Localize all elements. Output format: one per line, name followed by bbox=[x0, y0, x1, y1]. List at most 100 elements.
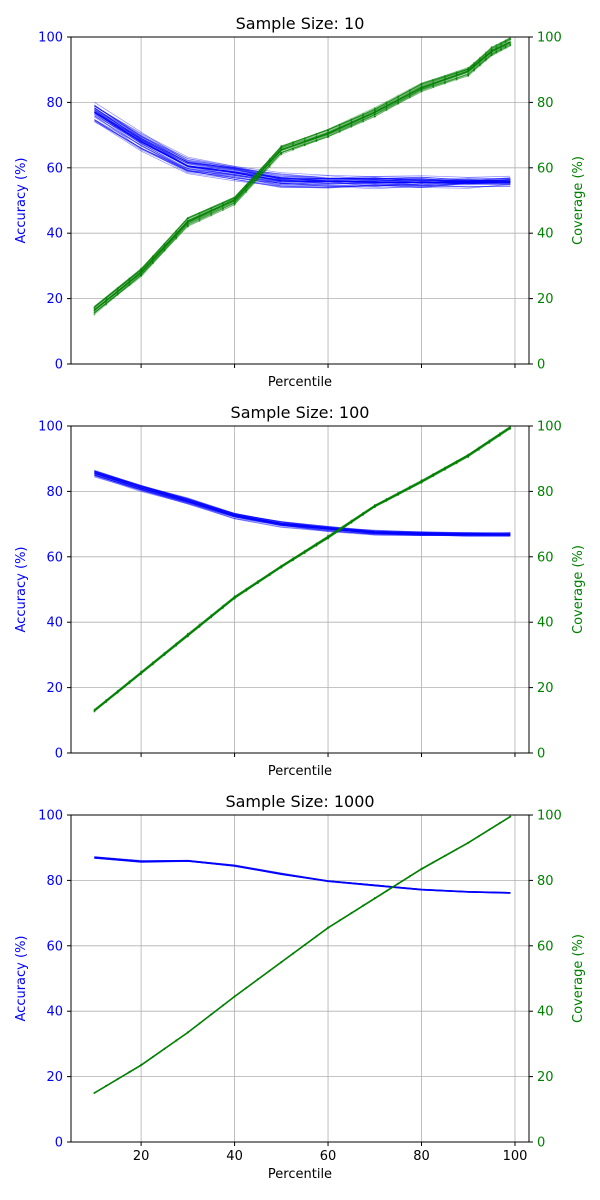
series-run-line bbox=[94, 426, 511, 711]
series-run-line bbox=[94, 428, 511, 712]
series-marker bbox=[198, 218, 201, 221]
series-marker bbox=[280, 153, 283, 156]
series-marker bbox=[495, 46, 498, 48]
y-right-tick-label: 40 bbox=[537, 227, 554, 242]
chart-title: Sample Size: 100 bbox=[231, 403, 370, 422]
series-marker bbox=[315, 139, 318, 142]
y-left-tick-label: 100 bbox=[38, 31, 63, 46]
series-marker bbox=[479, 63, 481, 66]
series-marker bbox=[473, 68, 475, 71]
series-marker bbox=[186, 223, 189, 226]
series-run-line bbox=[94, 115, 511, 188]
series-run-line bbox=[94, 816, 511, 1093]
series-run-line bbox=[94, 857, 511, 894]
y-right-tick-label: 60 bbox=[537, 939, 554, 954]
y-left-tick-label: 40 bbox=[46, 1005, 63, 1020]
series-mean-line bbox=[93, 815, 511, 1094]
series-marker bbox=[350, 124, 353, 127]
series-run-line bbox=[94, 110, 511, 184]
series-run-line bbox=[94, 470, 511, 535]
x-tick-label: 20 bbox=[133, 1149, 150, 1164]
y-left-tick-label: 0 bbox=[55, 358, 63, 373]
series-run-line bbox=[94, 857, 511, 894]
series-run-line bbox=[94, 119, 511, 188]
series-marker bbox=[175, 230, 178, 233]
series-run-line bbox=[94, 475, 511, 537]
series-marker bbox=[467, 75, 470, 77]
y-right-tick-label: 20 bbox=[537, 292, 554, 307]
y-right-tick-label: 60 bbox=[537, 161, 554, 176]
series-marker bbox=[222, 209, 224, 212]
chart-title: Sample Size: 10 bbox=[236, 14, 365, 33]
series-run-line bbox=[94, 816, 511, 1094]
series-marker bbox=[222, 207, 224, 210]
y-left-tick-label: 60 bbox=[46, 161, 63, 176]
series-marker bbox=[455, 77, 458, 80]
series-run-line bbox=[94, 816, 511, 1094]
series-run-line bbox=[94, 816, 511, 1094]
series-marker bbox=[245, 184, 248, 187]
y-right-tick-label: 80 bbox=[537, 485, 554, 500]
series-marker bbox=[93, 311, 96, 314]
series-run-line bbox=[94, 111, 511, 182]
series-marker bbox=[327, 129, 329, 132]
series-run-line bbox=[94, 107, 511, 182]
series-marker bbox=[373, 113, 376, 116]
y-left-tick-label: 0 bbox=[55, 747, 63, 762]
series-run-line bbox=[94, 469, 511, 534]
series-marker bbox=[385, 107, 388, 110]
series-marker bbox=[509, 43, 512, 45]
series-marker bbox=[500, 41, 502, 44]
series-run-line bbox=[94, 470, 511, 534]
series-marker bbox=[128, 277, 131, 280]
y-right-tick-label: 100 bbox=[537, 809, 562, 824]
series-marker bbox=[495, 44, 498, 46]
series-marker bbox=[432, 85, 435, 88]
series-marker bbox=[444, 75, 446, 77]
series-run-line bbox=[94, 119, 511, 189]
y-left-tick-label: 20 bbox=[46, 292, 63, 307]
y-right-tick-label: 100 bbox=[537, 420, 562, 435]
series-run-line bbox=[94, 107, 511, 183]
series-marker bbox=[140, 267, 143, 270]
y-right-tick-label: 80 bbox=[537, 874, 554, 889]
series-run-line bbox=[94, 427, 511, 711]
series-marker bbox=[455, 78, 458, 81]
series-mean-line bbox=[94, 472, 511, 536]
series-run-line bbox=[94, 119, 511, 189]
series-run-line bbox=[94, 37, 511, 308]
series-marker bbox=[509, 37, 512, 40]
series-marker bbox=[93, 313, 96, 316]
series-run-line bbox=[94, 105, 511, 181]
series-mean-line bbox=[93, 41, 511, 311]
series-marker bbox=[280, 146, 283, 149]
series-run-line bbox=[94, 470, 511, 535]
series-run-line bbox=[94, 427, 511, 711]
series-marker bbox=[268, 166, 271, 168]
series-run-line bbox=[94, 428, 511, 712]
x-tick-label: 40 bbox=[226, 1149, 243, 1164]
series-marker bbox=[292, 141, 294, 143]
x-axis-label: Percentile bbox=[268, 1167, 332, 1182]
series-marker bbox=[484, 51, 487, 54]
series-run-line bbox=[94, 474, 511, 536]
series-marker bbox=[397, 101, 399, 104]
series-run-line bbox=[94, 857, 511, 894]
series-run-line bbox=[94, 476, 511, 537]
series-run-line bbox=[94, 474, 511, 536]
series-run-line bbox=[94, 120, 511, 189]
plot-frame bbox=[70, 425, 530, 754]
series-run-line bbox=[94, 105, 511, 182]
series-run-line bbox=[94, 857, 511, 894]
x-tick-label: 60 bbox=[320, 1149, 337, 1164]
y-right-tick-label: 80 bbox=[537, 96, 554, 111]
series-marker bbox=[504, 45, 507, 48]
coverage-series bbox=[93, 815, 512, 1094]
series-marker bbox=[444, 81, 446, 84]
series-marker bbox=[233, 202, 236, 205]
series-marker bbox=[186, 217, 189, 220]
series-marker bbox=[175, 236, 178, 239]
series-marker bbox=[140, 274, 143, 276]
series-run-line bbox=[94, 108, 511, 182]
y-right-tick-label: 60 bbox=[537, 550, 554, 565]
